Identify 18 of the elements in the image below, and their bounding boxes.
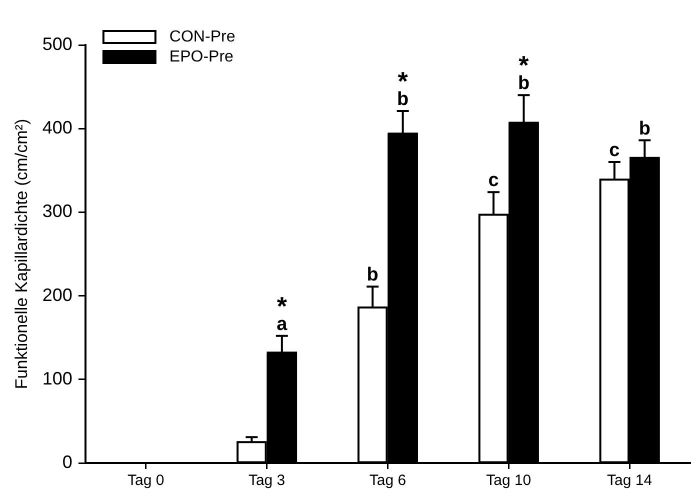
annotation: c	[609, 140, 620, 162]
y-tick-label: 100	[42, 368, 72, 388]
x-tick-label: Tag 3	[248, 472, 286, 490]
y-tick-label: 500	[42, 34, 72, 54]
legend-label: EPO-Pre	[169, 48, 234, 66]
y-tick-label: 400	[42, 118, 72, 138]
y-axis-title: Funktionelle Kapillardichte (cm/cm²)	[12, 118, 31, 390]
annotation: b	[638, 118, 650, 140]
y-tick-label: 0	[62, 452, 72, 472]
x-tick-label: Tag 6	[369, 472, 406, 490]
x-tick-label: Tag 0	[128, 472, 164, 490]
y-tick-label: 300	[42, 201, 72, 222]
legend-label: CON-Pre	[169, 28, 236, 46]
annotation: b	[366, 264, 378, 286]
annotation: c	[488, 170, 500, 192]
x-tick-label: Tag 14	[607, 472, 652, 490]
y-tick-label: 200	[42, 284, 72, 305]
x-tick-label: Tag 10	[486, 472, 532, 490]
